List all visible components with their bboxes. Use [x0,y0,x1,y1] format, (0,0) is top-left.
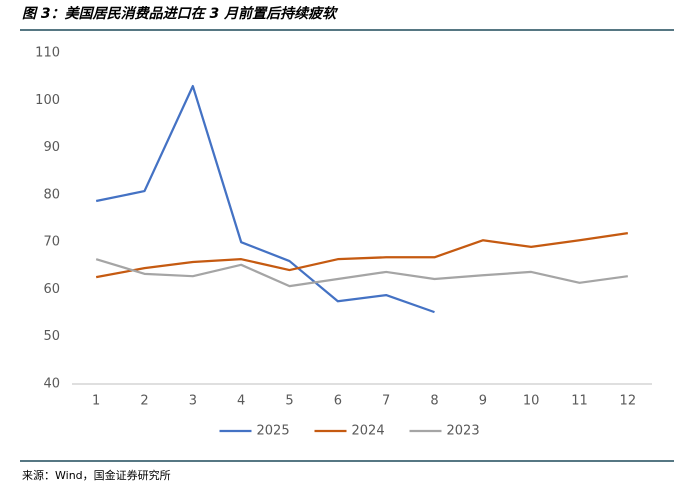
y-tick-label: 80 [43,187,60,202]
x-tick-label: 10 [523,394,540,409]
line-series [95,84,435,314]
legend-label: 2024 [352,424,385,439]
x-tick-label: 1 [92,394,100,409]
x-tick-label: 7 [382,394,390,409]
x-tick-label: 11 [571,394,588,409]
x-tick-label: 5 [285,394,293,409]
x-tick-label: 9 [479,394,487,409]
legend-label: 2023 [447,424,480,439]
y-tick-label: 100 [35,93,60,108]
legend-label: 2025 [257,424,290,439]
x-tick-label: 2 [140,394,148,409]
x-tick-label: 6 [334,394,342,409]
y-tick-label: 60 [43,282,60,297]
x-tick-label: 8 [430,394,438,409]
line-series [95,232,628,279]
x-tick-label: 3 [189,394,197,409]
y-tick-label: 70 [43,235,60,250]
y-tick-label: 40 [43,377,60,392]
x-tick-label: 12 [620,394,637,409]
y-tick-label: 90 [43,140,60,155]
y-tick-label: 50 [43,329,60,344]
line-series [95,258,628,288]
source-note: 来源：Wind，国金证券研究所 [22,468,171,482]
y-tick-label: 110 [35,46,60,61]
chart-title: 图 3：美国居民消费品进口在 3 月前置后持续疲软 [22,5,339,22]
x-tick-label: 4 [237,394,245,409]
